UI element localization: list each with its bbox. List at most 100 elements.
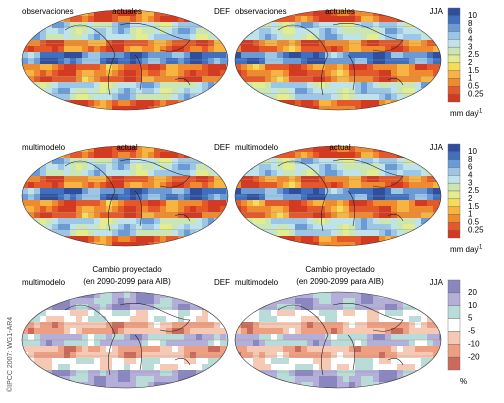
map-cell: [235, 164, 242, 171]
map-cell: [385, 106, 392, 110]
map-cell: [355, 106, 362, 110]
map-cell: [160, 88, 167, 95]
map-cell: [34, 100, 41, 107]
map-cell: [100, 242, 107, 246]
map-cell: [130, 188, 137, 195]
map-cell: [154, 22, 161, 29]
map-cell: [52, 212, 59, 219]
map-cell: [142, 10, 149, 17]
map-cell: [202, 46, 209, 53]
map-cell: [307, 64, 314, 71]
map-cell: [220, 298, 227, 305]
map-cell: [136, 316, 143, 323]
map-cell: [247, 158, 254, 165]
map-cell: [142, 358, 149, 365]
map-cell: [301, 298, 308, 305]
map-cell: [76, 94, 83, 101]
map-cell: [130, 364, 137, 371]
map-cell: [130, 158, 137, 165]
map-cell: [106, 236, 113, 243]
map-cell: [40, 182, 47, 189]
map-cell: [277, 316, 284, 323]
map-cell: [70, 322, 77, 329]
map-cell: [172, 212, 179, 219]
map-cell: [355, 334, 362, 341]
map-cell: [355, 16, 362, 23]
map-cell: [76, 46, 83, 53]
map-cell: [313, 358, 320, 365]
map-cell: [307, 370, 314, 377]
map-cell: [319, 182, 326, 189]
map-cell: [160, 76, 167, 83]
map-cell: [214, 164, 221, 171]
map-cell: [283, 364, 290, 371]
map-cell: [259, 358, 266, 365]
map: [235, 10, 441, 110]
map-cell: [397, 146, 404, 153]
panel-label: observaciones: [22, 7, 74, 16]
map-cell: [325, 106, 332, 110]
map-cell: [343, 316, 350, 323]
map-cell: [124, 346, 131, 353]
map-cell: [112, 328, 119, 335]
map-cell: [241, 194, 248, 201]
map-cell: [415, 76, 422, 83]
map-cell: [427, 22, 434, 29]
colorbar-box: [447, 175, 461, 184]
map-cell: [106, 146, 113, 153]
map-cell: [184, 46, 191, 53]
map-cell: [319, 82, 326, 89]
map-cell: [259, 376, 266, 383]
colorbar-tick-label: -20: [468, 352, 480, 361]
map-cell: [367, 34, 374, 41]
map-cell: [28, 364, 35, 371]
panel-label: actuales: [112, 7, 142, 16]
map-cell: [301, 224, 308, 231]
map-cell: [361, 218, 368, 225]
map-cell: [172, 352, 179, 359]
panel-label: multimodelo: [22, 278, 66, 287]
colorbar-box: [447, 23, 461, 32]
map-cell: [106, 334, 113, 341]
map-cell: [202, 376, 209, 383]
map-cell: [373, 164, 380, 171]
map-cell: [166, 212, 173, 219]
map-cell: [373, 82, 380, 89]
map-cell: [283, 218, 290, 225]
map-cell: [397, 64, 404, 71]
map-cell: [208, 328, 215, 335]
map-cell: [34, 182, 41, 189]
map-cell: [301, 340, 308, 347]
map-cell: [361, 28, 368, 35]
map-cell: [349, 94, 356, 101]
map-cell: [343, 16, 350, 23]
colorbar-tick-label: 4: [468, 170, 473, 179]
map-cell: [214, 322, 221, 329]
map-cell: [307, 100, 314, 107]
map-cell: [118, 346, 125, 353]
map-cell: [154, 376, 161, 383]
map-cell: [421, 58, 428, 65]
map-cell: [271, 322, 278, 329]
map-cell: [313, 46, 320, 53]
map-cell: [385, 206, 392, 213]
map-cell: [391, 316, 398, 323]
map-cell: [265, 82, 272, 89]
map-cell: [337, 76, 344, 83]
map-cell: [283, 304, 290, 311]
map-cell: [289, 28, 296, 35]
map-cell: [28, 310, 35, 317]
map-cell: [70, 16, 77, 23]
map-cell: [349, 146, 356, 153]
map-cell: [124, 316, 131, 323]
panel-label: multimodelo: [235, 278, 279, 287]
map-cell: [202, 206, 209, 213]
map-cell: [337, 82, 344, 89]
map-cell: [277, 76, 284, 83]
map-cell: [166, 64, 173, 71]
map-cell: [301, 88, 308, 95]
map-cell: [88, 188, 95, 195]
map-cell: [46, 206, 53, 213]
map-cell: [130, 58, 137, 65]
map-cell: [88, 218, 95, 225]
